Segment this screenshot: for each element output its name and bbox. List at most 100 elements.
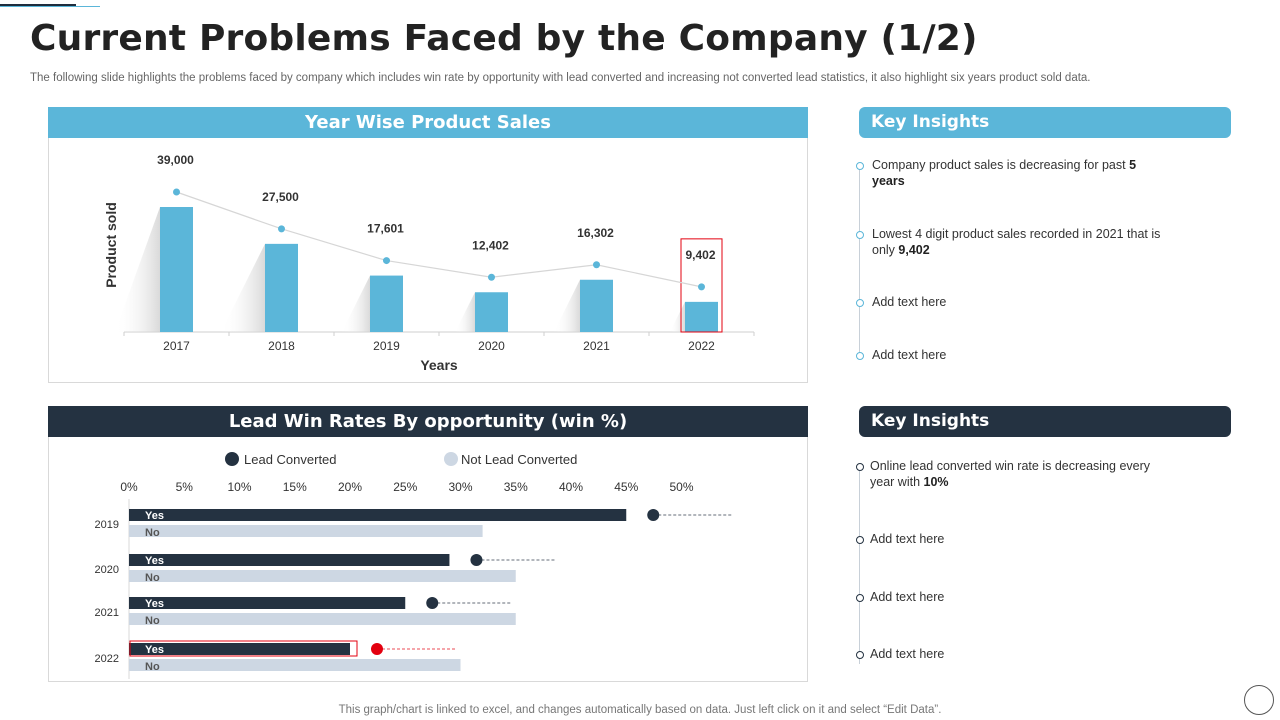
timeline-dot bbox=[856, 231, 864, 239]
bar-label-no: No bbox=[145, 615, 160, 627]
x-tick-label: 40% bbox=[559, 480, 583, 494]
timeline-dot bbox=[856, 536, 864, 544]
insight-item: Add text here bbox=[870, 589, 1170, 605]
insight-text: Add text here bbox=[872, 348, 947, 362]
data-label: 9,402 bbox=[685, 248, 715, 262]
key-insights-list-bottom: Online lead converted win rate is decrea… bbox=[855, 450, 1235, 680]
timeline-dot bbox=[856, 594, 864, 602]
page-title: Current Problems Faced by the Company (1… bbox=[30, 18, 978, 59]
bar-yes-2020 bbox=[129, 554, 450, 566]
product-sales-chart[interactable]: 2017 39,000 2018 27,500 2019 17,601 2020 12,402… bbox=[49, 108, 807, 382]
y-tick-label: 2021 bbox=[95, 607, 119, 619]
timeline-dot bbox=[856, 463, 864, 471]
data-label: 12,402 bbox=[472, 238, 509, 252]
x-tick-label: 25% bbox=[393, 480, 417, 494]
trend-point bbox=[698, 283, 705, 291]
bar-2018 bbox=[265, 243, 298, 332]
trend-point bbox=[278, 225, 285, 233]
insight-item: Add text here bbox=[872, 347, 1172, 363]
circle-button[interactable] bbox=[1244, 685, 1274, 715]
data-label: 27,500 bbox=[262, 190, 299, 204]
timeline-line bbox=[859, 464, 860, 664]
key-insights-header-bottom: Key Insights bbox=[859, 406, 1231, 437]
bar-2020 bbox=[475, 292, 508, 332]
bar-label-yes: Yes bbox=[145, 510, 164, 522]
bar-2019 bbox=[370, 275, 403, 332]
y-tick-label: 2022 bbox=[95, 653, 119, 665]
bar-no-2020 bbox=[129, 570, 516, 582]
insight-item: Add text here bbox=[872, 294, 1172, 310]
data-label: 16,302 bbox=[577, 226, 614, 240]
lead-win-chart[interactable]: Lead Converted Not Lead Converted 0% 5% 10% 1… bbox=[49, 407, 807, 681]
product-sales-panel[interactable]: Year Wise Product Sales 2017 39,000 2018 27… bbox=[48, 107, 808, 383]
trend-point bbox=[593, 261, 600, 269]
insight-item: Add text here bbox=[870, 646, 1170, 662]
y-tick-label: 2020 bbox=[95, 564, 119, 576]
key-insights-header-top: Key Insights bbox=[859, 107, 1231, 138]
x-tick-label: 2022 bbox=[688, 339, 715, 353]
y-axis-title: Product sold bbox=[103, 202, 119, 288]
timeline-dot bbox=[856, 299, 864, 307]
marker-dot bbox=[470, 554, 483, 566]
bar-label-no: No bbox=[145, 661, 160, 673]
bar-no-2019 bbox=[129, 525, 483, 537]
timeline-dot bbox=[856, 162, 864, 170]
x-tick-label: 50% bbox=[669, 480, 693, 494]
data-label: 17,601 bbox=[367, 222, 404, 236]
legend-label: Lead Converted bbox=[244, 452, 337, 467]
bar-2022 bbox=[685, 301, 718, 332]
page-subtitle: The following slide highlights the probl… bbox=[30, 72, 1091, 84]
x-tick-label: 45% bbox=[614, 480, 638, 494]
y-tick-label: 2019 bbox=[95, 519, 119, 531]
timeline-dot bbox=[856, 651, 864, 659]
x-tick-label: 2017 bbox=[163, 339, 190, 353]
x-tick-label: 2018 bbox=[268, 339, 295, 353]
x-tick-label: 2019 bbox=[373, 339, 400, 353]
insight-highlight: 9,402 bbox=[898, 243, 930, 257]
bar-label-yes: Yes bbox=[145, 644, 164, 656]
insight-text: Add text here bbox=[870, 590, 945, 604]
x-tick-label: 0% bbox=[120, 480, 138, 494]
lead-win-panel[interactable]: Lead Win Rates By opportunity (win %) Le… bbox=[48, 406, 808, 682]
marker-dot bbox=[426, 597, 439, 609]
x-axis-title: Years bbox=[420, 357, 458, 373]
bar-label-no: No bbox=[145, 572, 160, 584]
top-accent-line bbox=[0, 4, 76, 6]
x-tick-label: 5% bbox=[176, 480, 194, 494]
product-sales-header: Year Wise Product Sales bbox=[48, 107, 808, 138]
insight-item: Company product sales is decreasing for … bbox=[872, 157, 1172, 189]
highlight-box bbox=[129, 640, 358, 657]
timeline-line bbox=[859, 164, 860, 356]
trend-point bbox=[173, 188, 180, 196]
bar-no-2022 bbox=[129, 659, 461, 671]
insight-item: Lowest 4 digit product sales recorded in… bbox=[872, 226, 1172, 258]
bar-shadow bbox=[115, 207, 160, 332]
x-tick-label: 15% bbox=[283, 480, 307, 494]
timeline-dot bbox=[856, 352, 864, 360]
bar-label-yes: Yes bbox=[145, 555, 164, 567]
bar-shadow bbox=[669, 301, 685, 332]
insight-text: Add text here bbox=[872, 295, 947, 309]
bar-shadow bbox=[220, 243, 265, 332]
x-tick-label: 2020 bbox=[478, 339, 505, 353]
lead-win-header: Lead Win Rates By opportunity (win %) bbox=[48, 406, 808, 437]
insight-item: Add text here bbox=[870, 531, 1170, 547]
insight-text: Lowest 4 digit product sales recorded in… bbox=[872, 227, 1161, 257]
insight-item: Online lead converted win rate is decrea… bbox=[870, 458, 1170, 490]
legend-marker-lead-converted bbox=[225, 452, 239, 466]
insight-text: Add text here bbox=[870, 532, 945, 546]
insight-text: Online lead converted win rate is decrea… bbox=[870, 459, 1151, 489]
bar-2021 bbox=[580, 279, 613, 332]
bar-yes-2021 bbox=[129, 597, 406, 609]
trend-point bbox=[488, 273, 495, 281]
trend-point bbox=[383, 257, 390, 265]
x-tick-label: 10% bbox=[227, 480, 251, 494]
x-tick-label: 20% bbox=[338, 480, 362, 494]
insight-highlight: 5 years bbox=[872, 158, 1137, 188]
x-tick-label: 30% bbox=[448, 480, 472, 494]
footer-note: This graph/chart is linked to excel, and… bbox=[338, 704, 942, 716]
insight-text: Company product sales is decreasing for … bbox=[872, 158, 1130, 172]
bar-label-no: No bbox=[145, 527, 160, 539]
bar-label-yes: Yes bbox=[145, 598, 164, 610]
trend-line bbox=[176, 191, 702, 288]
